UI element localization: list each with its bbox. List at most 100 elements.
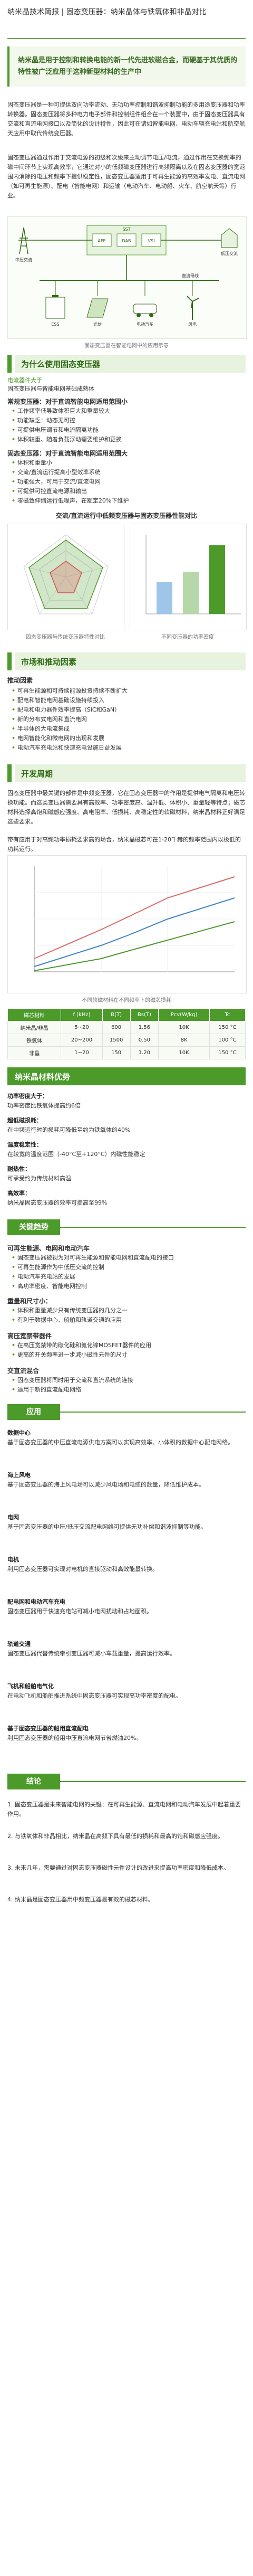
series-amorphous	[34, 876, 235, 959]
grid-diagram-svg: AFE DAB VSI SST 中压交流 低压交流 直流母线	[8, 217, 245, 337]
bar-chart	[130, 524, 247, 630]
table-cell: 20~200	[61, 1034, 103, 1047]
grid-diagram: AFE DAB VSI SST 中压交流 低压交流 直流母线	[7, 216, 247, 339]
table-cell: 150	[102, 1046, 131, 1059]
materials-table: 磁芯材料 f (kHz) B(T) Bs(T) Pcv(W/kg) Tc 纳米晶…	[7, 1008, 246, 1059]
lv-label: 低压交流	[221, 251, 238, 256]
series-ferrite	[34, 897, 235, 967]
trend-group-title: 高压宽禁带器件	[7, 1332, 52, 1340]
application-item: 轨道交通 固态变压器代替传统牵引变压器可减小车载重量，提高运行效率。	[7, 1641, 176, 1657]
list-item: 新的分布式电网和直流电网	[12, 715, 244, 724]
vsi-box	[141, 233, 161, 247]
list-item: 功能强大，可用于交流/直流电网	[12, 477, 244, 487]
list-item: 体积和重量小	[12, 458, 244, 468]
radar-chart-svg	[23, 534, 109, 614]
conclusion-item: 2. 与铁氧体和非晶相比，纳米晶在高频下具有最低的损耗和最高的饱和磁感应强度。	[7, 1833, 223, 1840]
lead-callout: 纳米晶是用于控制和转换电能的新一代先进软磁合金，而硬基于其优质的特性被广泛应用于…	[7, 46, 246, 87]
wind-label: 风电	[188, 321, 197, 327]
section-title: 关键趋势	[7, 1219, 60, 1235]
sec1-subtitle: 电流器件大于	[7, 377, 42, 384]
conclusion-item: 3. 未来几年，需要通过对固态变压器磁性元件设计的改进来提高功率密度和降低成本。	[7, 1864, 229, 1871]
trend-group-title: 可再生能源、电网和电动汽车	[7, 1245, 90, 1252]
bar-amorphous	[183, 572, 199, 614]
afe-label: AFE	[98, 239, 105, 243]
ess-label: ESS	[51, 322, 59, 327]
list-item: 可提供电压调节和电流隔离功能	[12, 425, 244, 435]
section-title: 为什么使用固态变压器	[21, 359, 101, 369]
application-item: 基于固态变压器的船用直流配电 利用固态变压器的船用中压直流电网节省燃油20%。	[7, 1725, 142, 1741]
pylon-icon	[19, 227, 28, 254]
intro-paragraph-1: 固态变压器是一种可提供双向功率流动、无功功率控制和谐波抑制功能的多用途变压器和功…	[7, 101, 245, 137]
section-advantages: 纳米晶材料优势	[7, 1067, 246, 1085]
table-cell: 10K	[158, 1046, 210, 1059]
section-development: 开发周期	[7, 764, 246, 782]
list-item: 有利于数据中心、船舶和轨道交通的应用	[12, 1315, 244, 1325]
sec1-subtitle2: 固态变压器与智能电网基础成熟体	[7, 385, 94, 392]
mv-label: 中压交流	[15, 257, 32, 262]
table-header: Bs(T)	[130, 1008, 159, 1021]
list-item: 配电和电力器件效率提高（SiC和GaN）	[12, 705, 244, 715]
table-cell: 铁氧体	[7, 1034, 62, 1047]
list-item: 可再生能源作为中低压交流的控制	[12, 1263, 244, 1272]
table-cell: 1500	[102, 1034, 131, 1047]
advantage-item: 功率密度大于： 功率密度比铁氧体提高约6倍	[7, 1093, 81, 1109]
section-trends: 关键趋势	[7, 1219, 246, 1235]
drivers-list: 可再生能源和可持续能源投资持续不断扩大 配电和智能电网基础设施持续投入 配电和电…	[12, 686, 244, 753]
dab-label: DAB	[122, 239, 131, 243]
bar-nanocrystal	[209, 545, 225, 614]
sst-list: 体积和重量小 交流/直流运行提高小型效率系统 功能强大，可用于交流/直流电网 可…	[12, 458, 244, 506]
list-item: 固态变压器被视为对可再生能源和智能电网和直流配电的接口	[12, 1253, 244, 1263]
list-item: 配电和智能电网基础设施持续投入	[12, 696, 244, 705]
list-item: 体积和重量减少只有传统变压器的几分之一	[12, 1306, 244, 1315]
section-applications: 应用	[7, 1404, 246, 1420]
loss-chart	[7, 855, 247, 993]
bar-ferrite	[157, 582, 172, 614]
list-item: 在高压宽禁带的碳化硅和氮化镓MOSFET器件的应用	[12, 1341, 244, 1350]
list-item: 高功率密度、智能电网控制	[12, 1282, 244, 1291]
list-item: 零磁致伸缩运行低噪声，在额定20%下维护	[12, 496, 244, 506]
section-conclusion: 结论	[7, 1774, 246, 1789]
diagram-caption: 固态变压器在智能电网中的应用示意	[84, 343, 169, 349]
table-cell: 1.56	[130, 1021, 159, 1034]
series-nanocrystal	[34, 921, 235, 971]
trend-list: 固态变压器将同时用于交流和直流系统的连接 适用于新的直流配电网络	[12, 1376, 244, 1395]
trend-list: 固态变压器被视为对可再生能源和智能电网和直流配电的接口 可再生能源作为中低压交流…	[12, 1253, 244, 1291]
table-cell: 0.50	[130, 1034, 159, 1047]
bar-chart-svg	[145, 535, 241, 614]
vsi-label: VSI	[148, 239, 155, 243]
bars-caption: 不同变压器的功率密度	[161, 634, 214, 640]
radar-chart	[7, 524, 124, 630]
development-paragraph: 固态变压器中最关键的部件是中频变压器，它在固态变压器中的作用是提供电气隔离和电压…	[7, 790, 245, 825]
application-item: 电机 利用固态变压器可实现对电机的直接驱动和高效能量转换。	[7, 1556, 158, 1573]
drivers-title: 推动因素	[7, 677, 33, 684]
table-cell: 1.20	[130, 1046, 159, 1059]
afe-box	[92, 233, 112, 247]
table-cell: 100 °C	[209, 1034, 246, 1047]
pv-label: 光伏	[93, 321, 102, 327]
trend-group-title: 交直流混合	[7, 1367, 40, 1375]
sst-label: SST	[122, 227, 130, 232]
battery-icon	[45, 295, 65, 319]
list-item: 可提供可控直流电源和输出	[12, 487, 244, 496]
advantage-item: 耐热性： 可承受约为传统材料高温	[7, 1166, 71, 1182]
development-paragraph-2: 带有应用于对高频功率损耗要求高的场合，纳米晶磁芯可在1-20千赫的频率范围内以极…	[7, 836, 241, 853]
table-cell: 8K	[158, 1034, 210, 1047]
section-title: 开发周期	[21, 769, 53, 779]
ev-icon	[133, 304, 157, 317]
advantage-item: 超低磁损耗： 在中频运行时的损耗可降低至约为铁氧体的40%	[7, 1117, 131, 1133]
trend-list: 体积和重量减少只有传统变压器的几分之一 有利于数据中心、船舶和轨道交通的应用	[12, 1306, 244, 1325]
loss-chart-svg	[34, 866, 235, 972]
table-row: 铁氧体 20~200 1500 0.50 8K 100 °C	[7, 1034, 246, 1047]
conventional-polygon	[50, 561, 82, 593]
house-icon	[221, 228, 238, 248]
loss-chart-caption: 不同软磁材料在不同频率下的磁芯损耗	[82, 998, 171, 1003]
table-header: 磁芯材料	[7, 1008, 62, 1021]
list-item: 交流/直流运行提高小型效率系统	[12, 468, 244, 477]
list-item: 更高的开关频率进一步减小磁性元件的尺寸	[12, 1350, 244, 1360]
section-why-sst: 为什么使用固态变压器	[7, 355, 246, 373]
intro-paragraph-2: 固态变压器通过作用于交流电源的初级和次级来主动调节电压/电流，通过作用在交换频率…	[7, 154, 245, 199]
trend-list: 在高压宽禁带的碳化硅和氮化镓MOSFET器件的应用 更高的开关频率进一步减小磁性…	[12, 1341, 244, 1360]
list-item: 电动汽车充电站和快速充电设施日益发展	[12, 743, 244, 753]
conventional-title: 常规变压器：对于直流智能电网适用范围小	[7, 398, 128, 405]
conclusion-item: 4. 纳米晶是固态变压器用中频变压器最有效的磁芯材料。	[7, 1896, 154, 1903]
